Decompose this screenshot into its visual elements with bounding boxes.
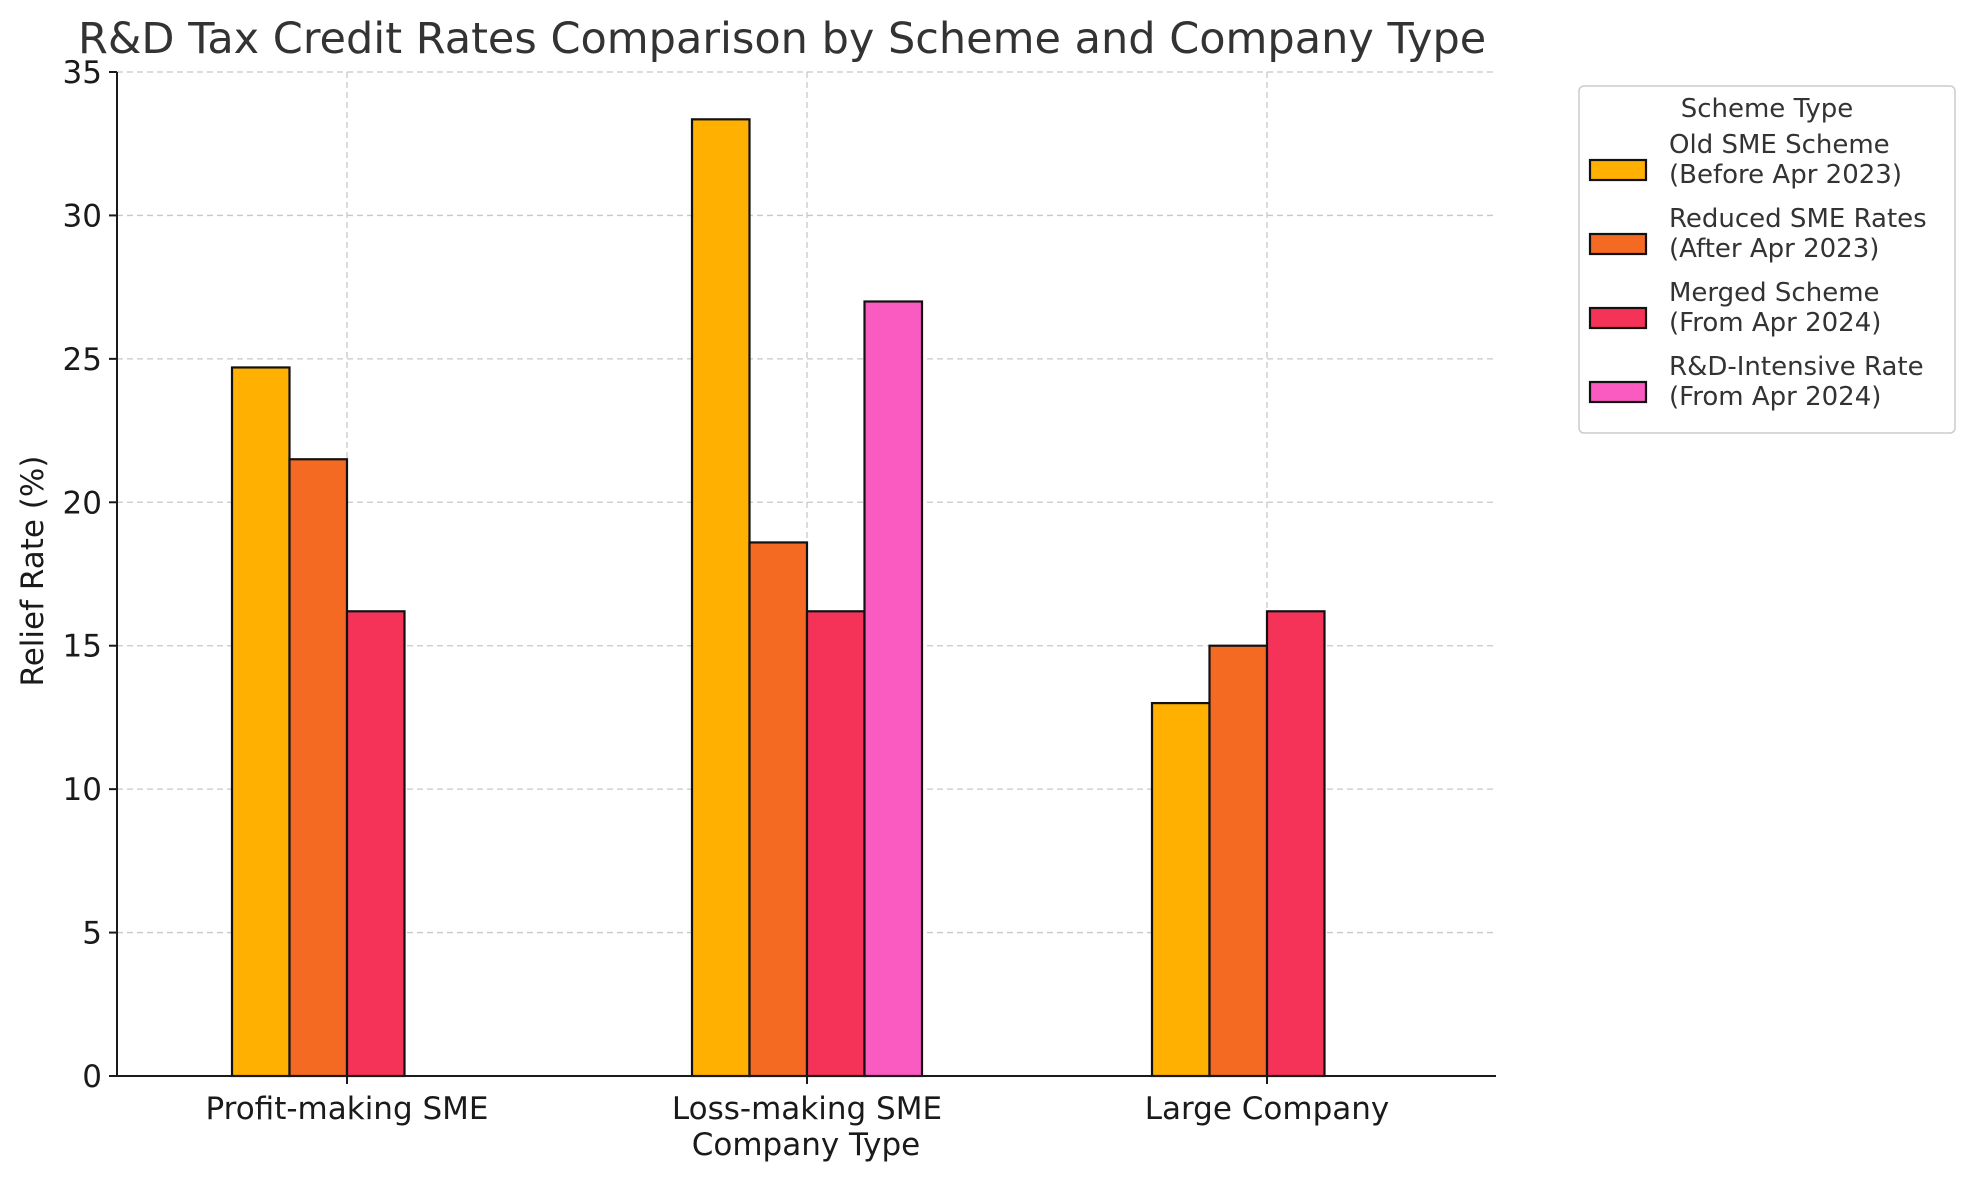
bar-1-0 bbox=[288, 458, 349, 1078]
bar-2-1 bbox=[805, 610, 866, 1078]
legend-frame bbox=[1578, 85, 1956, 434]
bar-0-1 bbox=[690, 118, 751, 1078]
x-tick-label: Large Company bbox=[1145, 1091, 1390, 1127]
legend-entry-text: Old SME Scheme bbox=[1669, 130, 1890, 160]
bar-2-2 bbox=[1265, 610, 1326, 1078]
legend-title: Scheme Type bbox=[1681, 94, 1854, 124]
legend-entry-text: R&D-Intensive Rate bbox=[1669, 352, 1924, 382]
legend-swatch bbox=[1588, 380, 1648, 404]
x-tick-label: Profit-making SME bbox=[206, 1091, 489, 1127]
bar-1-2 bbox=[1208, 644, 1269, 1078]
legend-swatch bbox=[1588, 158, 1648, 182]
legend-swatch bbox=[1588, 232, 1648, 256]
y-tick-label: 25 bbox=[63, 342, 102, 378]
y-tick-label: 35 bbox=[63, 55, 102, 91]
y-tick-label: 15 bbox=[63, 629, 102, 665]
y-tick-label: 20 bbox=[63, 485, 102, 521]
legend-entry-text: Reduced SME Rates bbox=[1669, 204, 1927, 234]
y-tick-label: 30 bbox=[63, 198, 102, 234]
legend: Scheme Type Old SME Scheme(Before Apr 20… bbox=[1578, 85, 1956, 434]
y-tick-label: 0 bbox=[82, 1059, 102, 1095]
legend-entry-text: Merged Scheme bbox=[1669, 278, 1880, 308]
y-axis-label: Relief Rate (%) bbox=[15, 456, 51, 687]
y-tick-label: 10 bbox=[63, 772, 102, 808]
legend-entry-text: (From Apr 2024) bbox=[1669, 308, 1881, 338]
bars bbox=[230, 118, 1326, 1078]
x-axis-ticks: Profit-making SME Loss-making SME Large Co… bbox=[206, 1076, 1390, 1127]
bar-0-2 bbox=[1150, 701, 1211, 1078]
legend-entry-text: (Before Apr 2023) bbox=[1669, 160, 1902, 190]
y-axis-ticks: 0 5 10 15 20 25 30 35 bbox=[63, 55, 117, 1095]
y-tick-label: 5 bbox=[82, 916, 102, 952]
bar-2-0 bbox=[345, 610, 406, 1078]
bar-1-1 bbox=[748, 541, 809, 1078]
x-tick-label: Loss-making SME bbox=[672, 1091, 942, 1127]
bar-3-1 bbox=[863, 300, 924, 1078]
x-axis-label: Company Type bbox=[692, 1127, 921, 1163]
chart-title: R&D Tax Credit Rates Comparison by Schem… bbox=[78, 14, 1486, 64]
legend-entry-text: (After Apr 2023) bbox=[1669, 234, 1879, 264]
legend-entry-text: (From Apr 2024) bbox=[1669, 382, 1881, 412]
bar-0-0 bbox=[230, 366, 291, 1078]
legend-swatch bbox=[1588, 306, 1648, 330]
